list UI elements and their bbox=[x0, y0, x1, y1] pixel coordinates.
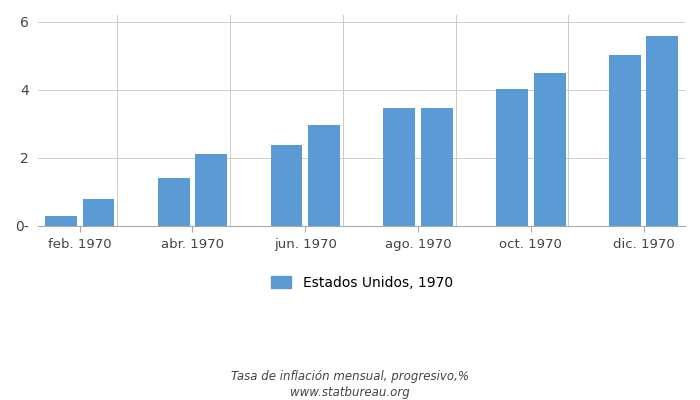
Bar bbox=[609, 55, 640, 226]
Bar bbox=[195, 154, 228, 226]
Bar bbox=[384, 108, 415, 226]
Text: www.statbureau.org: www.statbureau.org bbox=[290, 386, 410, 399]
Bar bbox=[158, 178, 190, 226]
Bar bbox=[647, 36, 678, 226]
Bar bbox=[83, 199, 115, 226]
Legend: Estados Unidos, 1970: Estados Unidos, 1970 bbox=[265, 270, 458, 296]
Bar bbox=[270, 145, 302, 226]
Text: Tasa de inflación mensual, progresivo,%: Tasa de inflación mensual, progresivo,% bbox=[231, 370, 469, 383]
Bar bbox=[45, 216, 77, 226]
Bar bbox=[496, 89, 528, 226]
Bar bbox=[421, 108, 453, 226]
Bar bbox=[308, 125, 340, 226]
Bar bbox=[533, 73, 566, 226]
